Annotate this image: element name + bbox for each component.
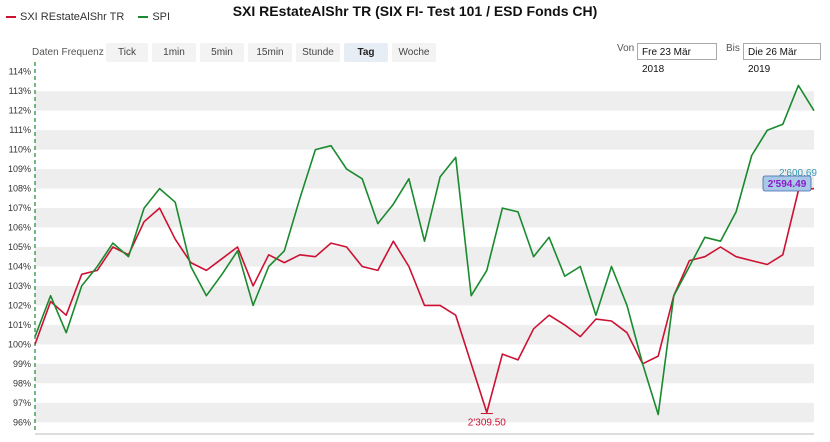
y-tick-label: 106%	[8, 223, 31, 233]
grid-band	[35, 91, 814, 111]
tab-woche[interactable]: Woche	[392, 43, 436, 62]
grid-band	[35, 130, 814, 150]
chart-title: SXI REstateAlShr TR (SIX FI- Test 101 / …	[232, 3, 598, 19]
y-tick-label: 101%	[8, 320, 31, 330]
end-label-sxi: 2'594.49	[768, 179, 807, 190]
end-label-box-sxi	[762, 175, 812, 192]
grid-band	[35, 247, 814, 267]
legend-label-spi: SPI	[152, 11, 171, 23]
tab-stunde[interactable]: Stunde	[296, 43, 340, 62]
y-tick-label: 104%	[8, 261, 31, 271]
to-label: Bis	[726, 43, 740, 54]
y-tick-label: 113%	[9, 86, 31, 96]
tab-1min[interactable]: 1min	[152, 43, 196, 62]
y-tick-label: 112%	[9, 106, 31, 116]
y-tick-label: 103%	[8, 281, 31, 291]
from-label: Von	[617, 43, 635, 54]
y-tick-label: 98%	[13, 378, 31, 388]
grid-band	[35, 402, 814, 423]
tab-15min[interactable]: 15min	[248, 43, 292, 62]
y-tick-label: 96%	[13, 417, 31, 427]
frequency-tabs: Tick 1min 5min 15min Stunde Tag Woche	[106, 43, 436, 62]
y-tick-label: 105%	[8, 242, 31, 252]
legend-swatch-spi	[138, 16, 149, 18]
tab-5min[interactable]: 5min	[200, 43, 244, 62]
y-tick-label: 110%	[9, 145, 31, 155]
end-label-spi: 2'600.69	[779, 168, 817, 179]
grid-band	[35, 324, 814, 345]
y-tick-label: 97%	[13, 398, 31, 408]
y-tick-label: 102%	[8, 300, 31, 310]
tab-tag[interactable]: Tag	[344, 43, 388, 62]
y-tick-label: 107%	[8, 203, 31, 213]
legend-item-spi[interactable]: SPI	[138, 11, 170, 23]
to-date-field[interactable]: Die 26 Mär 2019	[743, 43, 821, 75]
from-date-field[interactable]: Fre 23 Mär 2018	[637, 43, 717, 75]
series-line-sxi	[34, 187, 815, 414]
y-tick-label: 99%	[13, 359, 31, 369]
tab-tick[interactable]: Tick	[106, 43, 148, 62]
grid-band	[35, 208, 814, 228]
legend-item-sxi[interactable]: SXI REstateAlShr TR	[6, 11, 124, 23]
min-data-label: 2'309.50	[468, 418, 506, 429]
grid-band	[35, 363, 814, 384]
grid-band	[35, 169, 814, 189]
frequency-label: Daten Frequenz	[32, 47, 104, 58]
grid-band	[35, 285, 814, 306]
series-line-spi	[34, 84, 815, 416]
y-tick-label: 111%	[9, 125, 31, 135]
legend-label-sxi: SXI REstateAlShr TR	[20, 11, 125, 23]
y-tick-label: 108%	[8, 184, 31, 194]
chart-legend: SXI REstateAlShr TR SPI	[6, 11, 170, 23]
y-tick-label: 114%	[9, 67, 31, 77]
y-tick-label: 100%	[8, 339, 31, 349]
legend-swatch-sxi	[6, 16, 16, 18]
y-tick-label: 109%	[8, 164, 31, 174]
